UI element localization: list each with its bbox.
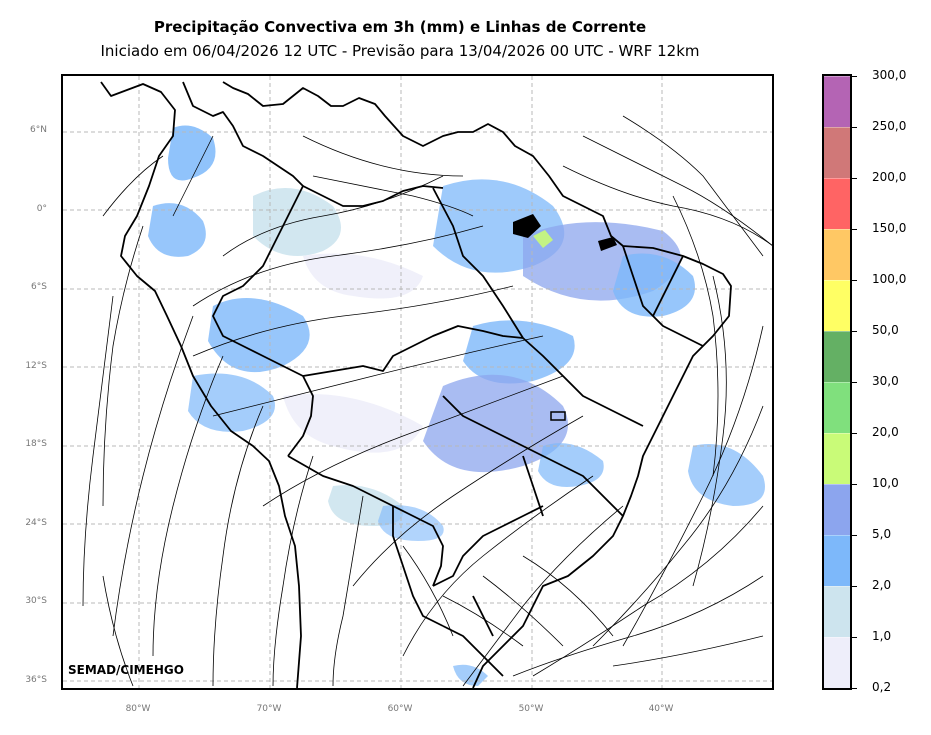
colorbar-segment xyxy=(824,127,850,178)
colorbar-segment xyxy=(824,331,850,382)
colorbar-tick xyxy=(852,280,857,281)
colorbar-segment xyxy=(824,637,850,688)
colorbar-tick xyxy=(852,229,857,230)
colorbar-tick xyxy=(852,382,857,383)
colorbar-segment xyxy=(824,586,850,637)
colorbar-level-label: 10,0 xyxy=(872,476,899,490)
map-title: Precipitação Convectiva em 3h (mm) e Lin… xyxy=(153,18,647,36)
map-panel xyxy=(61,74,774,690)
map-subtitle: Iniciado em 06/04/2026 12 UTC - Previsão… xyxy=(100,42,700,60)
colorbar-tick xyxy=(852,433,857,434)
colorbar xyxy=(822,74,852,690)
colorbar-tick xyxy=(852,331,857,332)
lat-label-30s: 30°S xyxy=(25,596,47,606)
lon-label-60w: 60°W xyxy=(387,704,413,714)
lat-label-0: 0° xyxy=(36,204,47,214)
streamlines-layer xyxy=(82,115,772,687)
lat-label-6n: 6°N xyxy=(30,125,47,135)
colorbar-level-label: 300,0 xyxy=(872,68,907,82)
colorbar-level-label: 2,0 xyxy=(872,578,892,592)
colorbar-tick xyxy=(852,76,857,77)
colorbar-level-label: 20,0 xyxy=(872,425,899,439)
colorbar-segment xyxy=(824,76,850,127)
political-boundaries xyxy=(100,81,732,688)
colorbar-segment xyxy=(824,535,850,586)
colorbar-level-label: 50,0 xyxy=(872,323,899,337)
colorbar-level-label: 100,0 xyxy=(872,272,907,286)
map-canvas xyxy=(63,76,772,688)
colorbar-segment xyxy=(824,280,850,331)
lon-label-80w: 80°W xyxy=(125,704,151,714)
lon-label-50w: 50°W xyxy=(518,704,544,714)
lat-label-12s: 12°S xyxy=(25,361,47,371)
colorbar-tick xyxy=(852,688,857,689)
colorbar-level-label: 5,0 xyxy=(872,527,892,541)
colorbar-segment xyxy=(824,433,850,484)
lat-label-36s: 36°S xyxy=(25,675,47,685)
lon-label-40w: 40°W xyxy=(648,704,674,714)
colorbar-level-label: 250,0 xyxy=(872,119,907,133)
colorbar-tick xyxy=(852,127,857,128)
colorbar-tick xyxy=(852,637,857,638)
colorbar-segment xyxy=(824,484,850,535)
colorbar-level-label: 200,0 xyxy=(872,170,907,184)
lat-label-6s: 6°S xyxy=(31,282,47,292)
precipitation-layer xyxy=(148,125,765,686)
lon-label-70w: 70°W xyxy=(256,704,282,714)
colorbar-level-label: 150,0 xyxy=(872,221,907,235)
colorbar-segment xyxy=(824,382,850,433)
lat-label-18s: 18°S xyxy=(25,439,47,449)
lat-label-24s: 24°S xyxy=(25,518,47,528)
colorbar-segment xyxy=(824,229,850,280)
colorbar-level-label: 1,0 xyxy=(872,629,892,643)
graticule xyxy=(63,76,772,688)
colorbar-segment xyxy=(824,178,850,229)
colorbar-tick xyxy=(852,535,857,536)
amazon-delta xyxy=(513,214,617,421)
colorbar-level-label: 30,0 xyxy=(872,374,899,388)
colorbar-tick xyxy=(852,586,857,587)
colorbar-level-label: 0,2 xyxy=(872,680,892,694)
credit-label: SEMAD/CIMEHGO xyxy=(68,663,184,677)
colorbar-tick xyxy=(852,484,857,485)
colorbar-tick xyxy=(852,178,857,179)
